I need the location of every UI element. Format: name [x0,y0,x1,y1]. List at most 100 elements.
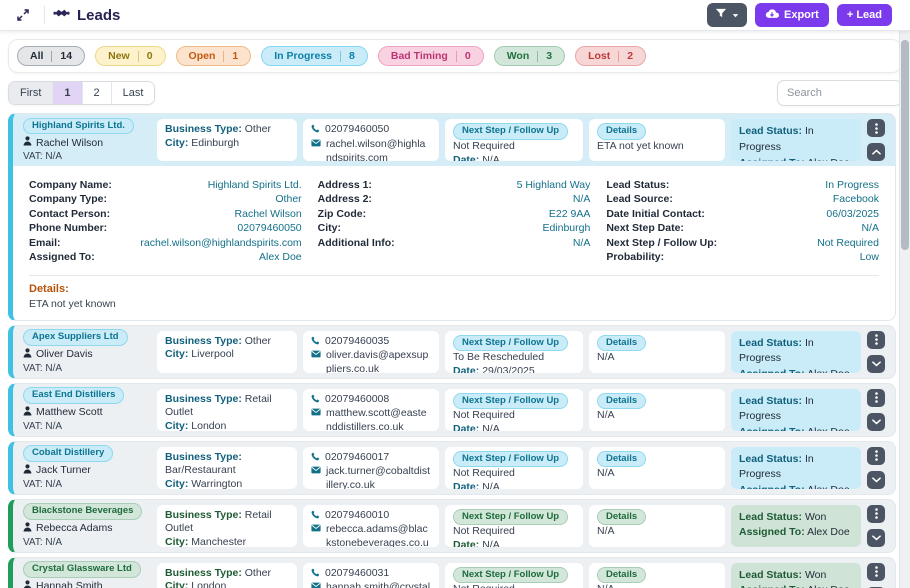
row-expand-button[interactable] [867,143,885,161]
phone-value[interactable]: 02079460035 [325,334,390,347]
lead-card: East End Distillers Matthew Scott VAT: N… [8,382,896,437]
lead-company-cell: Blackstone Beverages Rebecca Adams VAT: … [21,503,151,548]
detail-column: Company Name: Highland Spirits Ltd. Comp… [29,176,302,266]
detail-field-value: N/A [572,236,591,249]
detail-field-label: City: [317,222,341,234]
next-step-badge: Next Step / Follow Up [453,392,569,410]
vertical-scrollbar[interactable] [899,0,910,588]
lead-company-cell: Cobalt Distillery Jack Turner VAT: N/A [21,445,151,490]
status-filter-pill[interactable]: Lost 2 [575,46,647,66]
expand-diagonal-icon[interactable] [10,4,36,26]
company-badge: Crystal Glassware Ltd [23,561,141,578]
details-badge: Details [597,450,647,468]
lead-contact-cell: 02079460031 hannah.smith@crystalglasswar… [303,562,439,588]
header-divider [44,6,45,24]
details-badge: Details [597,508,647,526]
mail-icon [311,523,321,537]
top-bar: Leads Export + Lead [0,0,910,31]
detail-field-label: Company Type: [29,193,107,205]
mail-icon [311,465,321,479]
add-lead-button[interactable]: + Lead [836,4,892,26]
row-expand-button[interactable] [867,586,885,588]
company-badge: East End Distillers [23,387,125,404]
row-menu-button[interactable] [867,119,885,137]
detail-field-value: Edinburgh [542,222,591,234]
city-label: City: [165,478,189,489]
status-filter-pill[interactable]: Open 1 [175,46,252,66]
detail-field-label: Next Step Date: [606,222,684,234]
phone-value[interactable]: 02079460017 [325,450,390,463]
city-value: London [191,580,227,588]
row-menu-button[interactable] [867,388,885,407]
pagination-item[interactable]: 2 [82,82,112,104]
export-button[interactable]: Export [755,3,829,27]
detail-field-value: Other [275,193,302,205]
assigned-to-label: Assigned To: [739,484,805,489]
lead-row[interactable]: East End Distillers Matthew Scott VAT: N… [13,384,895,436]
detail-field: Address 1: 5 Highland Way [318,179,591,191]
email-value[interactable]: rebecca.adams@blackstonebeverages.co.uk [326,523,429,547]
email-value[interactable]: hannah.smith@crystalglassware.co.uk [326,581,431,588]
pagination-item[interactable]: 1 [53,82,83,104]
next-step-badge: Next Step / Follow Up [453,450,569,468]
status-filter-count: 2 [627,50,634,62]
lead-row[interactable]: Apex Suppliers Ltd Oliver Davis VAT: N/A… [13,326,895,378]
next-step-date-label: Date: [453,423,480,431]
funnel-icon [715,8,727,22]
lead-row[interactable]: Blackstone Beverages Rebecca Adams VAT: … [13,500,895,552]
lead-actions [867,330,885,373]
email-value[interactable]: rachel.wilson@highlandspirits.com [326,137,426,161]
pill-divider [537,50,539,62]
email-value[interactable]: matthew.scott@eastenddistillers.co.uk [326,407,427,431]
pagination-item[interactable]: First [9,82,54,104]
lead-company-cell: Apex Suppliers Ltd Oliver Davis VAT: N/A [21,329,151,374]
pagination-item[interactable]: Last [111,82,155,104]
lead-business-cell: Business Type: Other City: London [157,562,297,588]
phone-value[interactable]: 02079460031 [325,566,390,579]
phone-icon [311,123,320,138]
status-filter-label: Won [506,50,530,62]
status-filter-pill[interactable]: New 0 [95,46,166,66]
vat-value: N/A [45,536,63,548]
lead-row[interactable]: Highland Spirits Ltd. Rachel Wilson VAT:… [13,114,895,166]
phone-value[interactable]: 02079460008 [325,392,390,405]
email-value[interactable]: oliver.davis@apexsuppliers.co.uk [326,349,429,373]
detail-field: Zip Code: E22 9AA [318,208,591,220]
status-filter-pill[interactable]: In Progress 8 [261,46,368,66]
pagination-item-label: 1 [64,87,71,99]
search-input[interactable] [777,80,902,106]
filter-dropdown-button[interactable] [707,3,747,27]
lead-row[interactable]: Crystal Glassware Ltd Hannah Smith VAT: … [13,558,895,588]
lead-card: Blackstone Beverages Rebecca Adams VAT: … [8,498,896,553]
assigned-to-value: Alex Doe [807,526,850,539]
next-step-badge: Next Step / Follow Up [453,334,569,352]
detail-field-value: 02079460050 [237,222,302,234]
city-value: Warrington [191,478,243,489]
detail-field-value: Not Required [817,236,879,249]
row-menu-button[interactable] [867,504,885,523]
row-expand-button[interactable] [867,412,885,431]
business-type-value: Other [244,566,272,579]
scrollbar-thumb[interactable] [901,40,909,250]
phone-icon [311,509,320,524]
row-menu-button[interactable] [867,330,885,349]
detail-field-label: Zip Code: [317,207,367,220]
lead-row[interactable]: Cobalt Distillery Jack Turner VAT: N/A B… [13,442,895,494]
pill-divider [51,50,53,62]
status-filter-pill[interactable]: All 14 [17,46,86,66]
row-expand-button[interactable] [867,354,885,373]
business-type-label: Business Type: [165,566,242,579]
row-expand-button[interactable] [867,470,885,489]
status-filter-count: 14 [60,50,73,62]
row-menu-button[interactable] [867,562,885,581]
pagination: First 1 2 Last [8,81,156,105]
lead-card: Highland Spirits Ltd. Rachel Wilson VAT:… [8,113,896,321]
status-filter-pill[interactable]: Won 3 [493,46,566,66]
row-expand-button[interactable] [867,528,885,547]
phone-value[interactable]: 02079460050 [325,123,390,135]
row-menu-button[interactable] [867,446,885,465]
phone-value[interactable]: 02079460010 [325,508,390,521]
status-filter-pill[interactable]: Bad Timing 0 [377,46,484,66]
details-badge: Details [597,566,647,584]
email-value[interactable]: jack.turner@cobaltdistillery.co.uk [326,465,431,489]
